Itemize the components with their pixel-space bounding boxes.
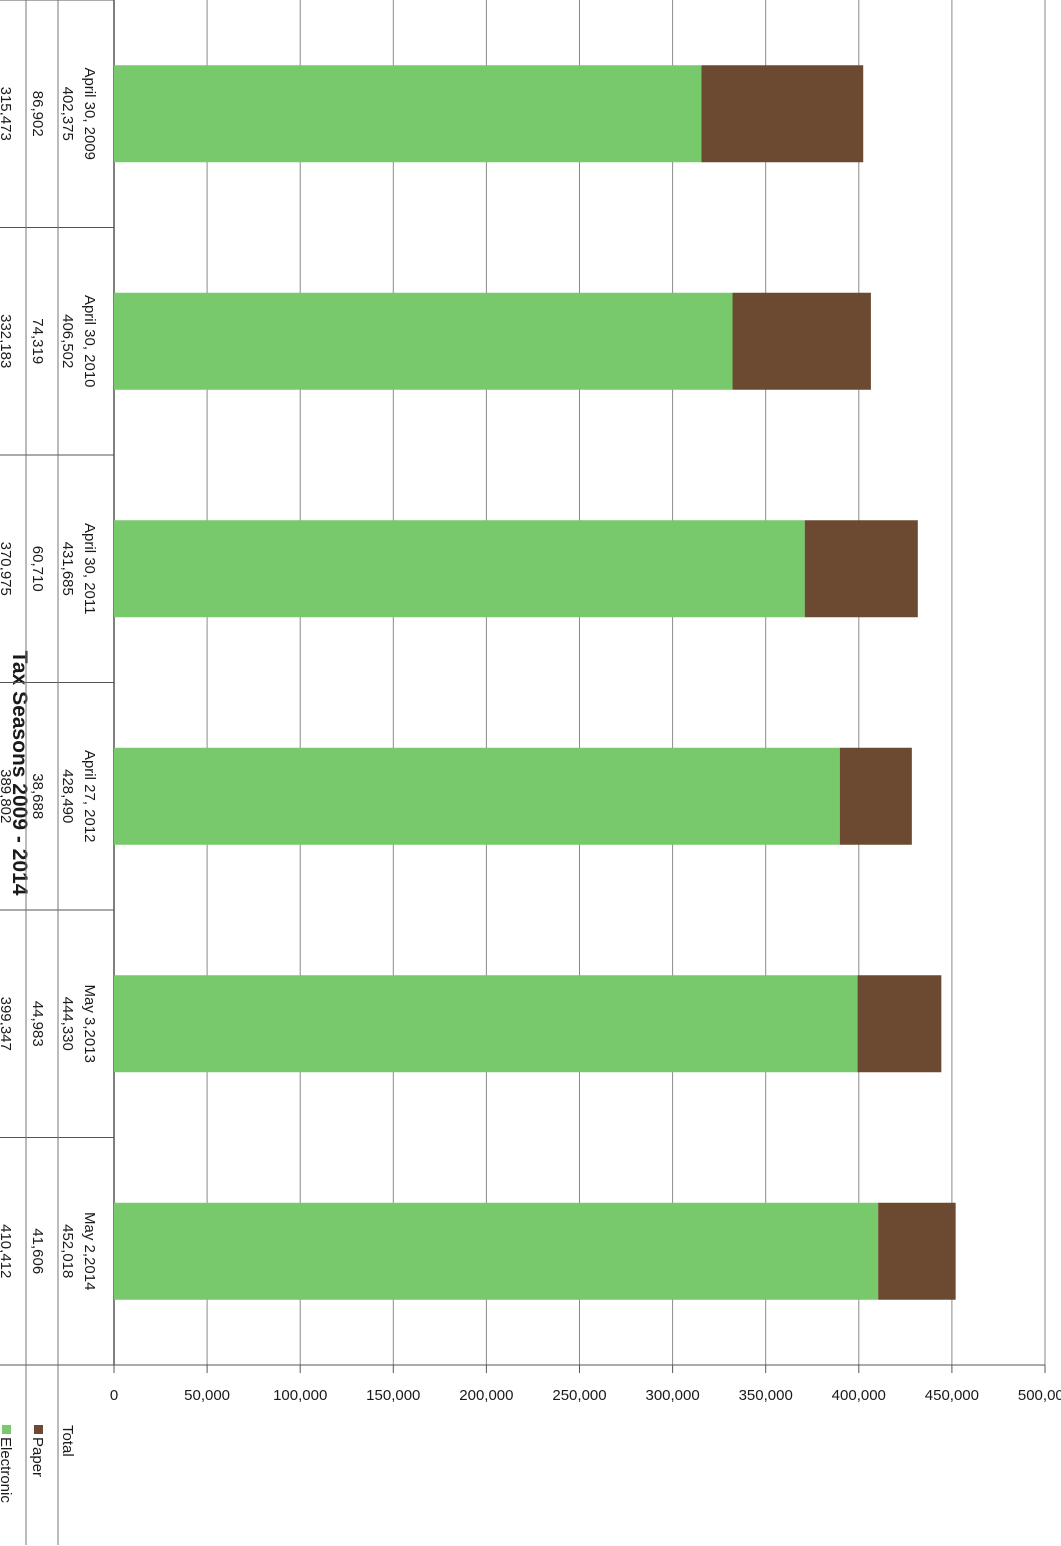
y-tick-label: 350,000 (739, 1387, 793, 1404)
bar-paper (804, 520, 918, 618)
bar-paper (878, 1202, 956, 1300)
category-label: May 2,2014 (81, 1212, 98, 1290)
bar-electronic (114, 975, 858, 1073)
table-row-header: Total (59, 1425, 76, 1457)
table-cell-paper: 60,710 (29, 546, 46, 592)
bar-electronic (113, 747, 840, 845)
y-tick-label: 150,000 (366, 1387, 420, 1404)
table-row-header: Paper (29, 1437, 46, 1477)
table-cell-paper: 74,319 (29, 318, 46, 364)
y-tick-label: 200,000 (459, 1387, 513, 1404)
y-tick-label: 250,000 (552, 1387, 606, 1404)
table-cell-total: 406,502 (59, 314, 76, 368)
category-label: April 30, 2009 (81, 67, 98, 160)
category-label: April 30, 2011 (81, 523, 98, 614)
table-row-header: Electronic (0, 1437, 14, 1503)
table-cell-paper: 38,688 (29, 773, 46, 819)
bar-electronic (114, 520, 805, 618)
table-cell-total: 444,330 (59, 997, 76, 1051)
data-table: April 30, 2009 402,375 86,902 315,473 April … (0, 0, 114, 1545)
category-label: April 30, 2010 (81, 295, 98, 388)
y-tick-label: 100,000 (273, 1387, 327, 1404)
table-cell-electronic: 315,473 (0, 87, 14, 141)
table-cell-electronic: 399,347 (0, 997, 14, 1051)
legend-key-electronic (2, 1425, 11, 1434)
table-cell-paper: 86,902 (29, 91, 46, 137)
bar-paper (839, 747, 912, 845)
y-tick-label: 0 (110, 1387, 118, 1404)
bar-electronic (114, 292, 733, 390)
bar-paper (732, 292, 871, 390)
table-cell-total: 452,018 (59, 1224, 76, 1278)
y-tick-label: 500,000 (1018, 1387, 1061, 1404)
table-cell-electronic: 332,183 (0, 314, 14, 368)
bars (113, 65, 956, 1300)
y-tick-label: 450,000 (925, 1387, 979, 1404)
table-cell-total: 431,685 (59, 542, 76, 596)
table-cell-total: 428,490 (59, 769, 76, 823)
y-tick-label: 50,000 (184, 1387, 230, 1404)
category-label: May 3,2013 (81, 985, 98, 1063)
bar-paper (857, 975, 942, 1073)
table-cell-electronic: 389,802 (0, 769, 14, 823)
table-cell-paper: 41,606 (29, 1228, 46, 1274)
table-cell-electronic: 410,412 (0, 1224, 14, 1278)
bar-electronic (114, 1202, 879, 1300)
table-cell-paper: 44,983 (29, 1001, 46, 1047)
bar-electronic (114, 65, 702, 163)
legend-key-paper (34, 1425, 43, 1434)
table-cell-total: 402,375 (59, 87, 76, 141)
bar-paper (701, 65, 864, 163)
y-tick-label: 300,000 (645, 1387, 699, 1404)
category-label: April 27, 2012 (81, 750, 98, 843)
table-cell-electronic: 370,975 (0, 542, 14, 596)
y-axis: 0 50,000 100,000 150,000 200,000 250,000 300,0… (0, 1364, 1061, 1404)
chart-title: Tax Seasons 2009 - 2014 (8, 651, 31, 896)
y-tick-label: 400,000 (832, 1387, 886, 1404)
